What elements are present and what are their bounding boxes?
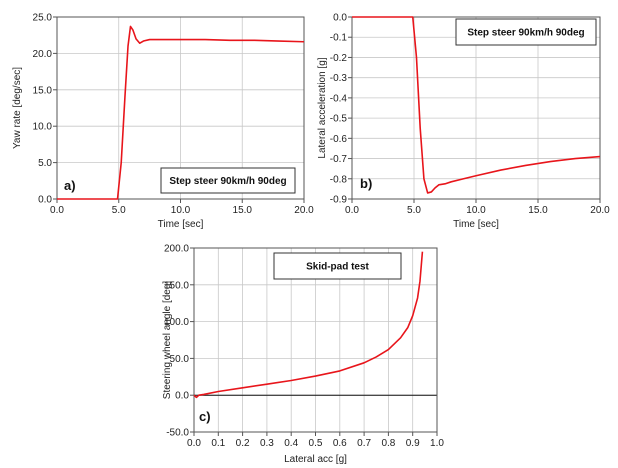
x-tick-label: 0.8 [381, 438, 395, 449]
x-tick-label: 20.0 [294, 205, 314, 216]
x-tick-label: 0.3 [260, 438, 274, 449]
x-axis-label: Time [sec] [453, 219, 499, 230]
x-tick-label: 1.0 [430, 438, 444, 449]
chart-c: 0.0 0.1 0.2 0.3 0.4 0.5 0.6 0.7 0.8 0.9 1.0-50.00.… [162, 244, 444, 466]
x-tick-label: 10.0 [171, 205, 191, 216]
panel-letter: c) [199, 409, 211, 424]
y-tick-label: -0.2 [330, 53, 348, 64]
panel-letter: a) [64, 178, 76, 193]
y-axis-label: Yaw rate [deg/sec] [12, 67, 23, 149]
x-tick-label: 5.0 [407, 205, 421, 216]
y-tick-label: -0.4 [330, 93, 348, 104]
annotation-box [160, 167, 296, 194]
chart-a: 0.0 5.0 10.0 15.0 20.0 0.0 5.0 10.0 15.0 20.0 25.0… [12, 13, 314, 231]
annotation-box [273, 252, 402, 280]
x-tick-label: 0.6 [333, 438, 347, 449]
y-tick-label: -0.1 [330, 33, 348, 44]
y-tick-label: 200.0 [164, 244, 189, 255]
y-tick-label: -0.9 [330, 195, 348, 206]
y-tick-label: 15.0 [33, 85, 53, 96]
x-tick-label: 20.0 [590, 205, 610, 216]
y-tick-label: -0.7 [330, 154, 348, 165]
x-tick-label: 10.0 [466, 205, 486, 216]
y-tick-label: 0.0 [38, 195, 52, 206]
panel-letter: b) [360, 176, 372, 191]
x-tick-label: 15.0 [233, 205, 253, 216]
x-axis-label: Time [sec] [158, 219, 204, 230]
series-line [193, 251, 424, 399]
x-tick-label: 0.0 [187, 438, 201, 449]
x-tick-label: 0.9 [406, 438, 420, 449]
y-tick-label: -50.0 [166, 428, 189, 439]
x-tick-label: 0.1 [211, 438, 225, 449]
x-tick-label: 15.0 [528, 205, 548, 216]
y-tick-label: -0.5 [330, 114, 348, 125]
y-tick-label: 100.0 [164, 317, 189, 328]
x-tick-label: 0.2 [236, 438, 250, 449]
annotation-text: Step steer 90km/h 90deg [169, 176, 286, 187]
series-line [352, 16, 601, 194]
annotation-text: Skid-pad test [306, 262, 369, 273]
y-tick-label: 0.0 [175, 391, 189, 402]
annotation-text: Step steer 90km/h 90deg [467, 28, 584, 39]
y-tick-label: 20.0 [33, 49, 53, 60]
y-tick-label: 5.0 [38, 158, 52, 169]
chart-b: 0.0 5.0 10.0 15.0 20.0 0.0 -0.1 -0.2 -0.3 -0.4 -0.… [317, 13, 610, 231]
y-tick-label: -0.3 [330, 73, 348, 84]
x-tick-label: 5.0 [112, 205, 126, 216]
y-tick-label: 10.0 [33, 122, 53, 133]
x-tick-label: 0.7 [357, 438, 371, 449]
x-tick-label: 0.0 [345, 205, 359, 216]
y-axis-label: Lateral acceleration [g] [317, 57, 328, 158]
y-axis-label: Steering wheel angle [deg] [162, 281, 173, 400]
y-tick-label: 50.0 [170, 354, 190, 365]
y-tick-label: -0.8 [330, 174, 348, 185]
y-tick-label: -0.6 [330, 134, 348, 145]
annotation-box [455, 18, 597, 46]
y-tick-label: 150.0 [164, 280, 189, 291]
series-line [57, 25, 305, 200]
x-tick-label: 0.0 [50, 205, 64, 216]
y-tick-label: 25.0 [33, 13, 53, 24]
x-tick-label: 0.5 [309, 438, 323, 449]
y-tick-label: 0.0 [333, 13, 347, 24]
x-tick-label: 0.4 [284, 438, 298, 449]
x-axis-label: Lateral acc [g] [284, 454, 347, 465]
